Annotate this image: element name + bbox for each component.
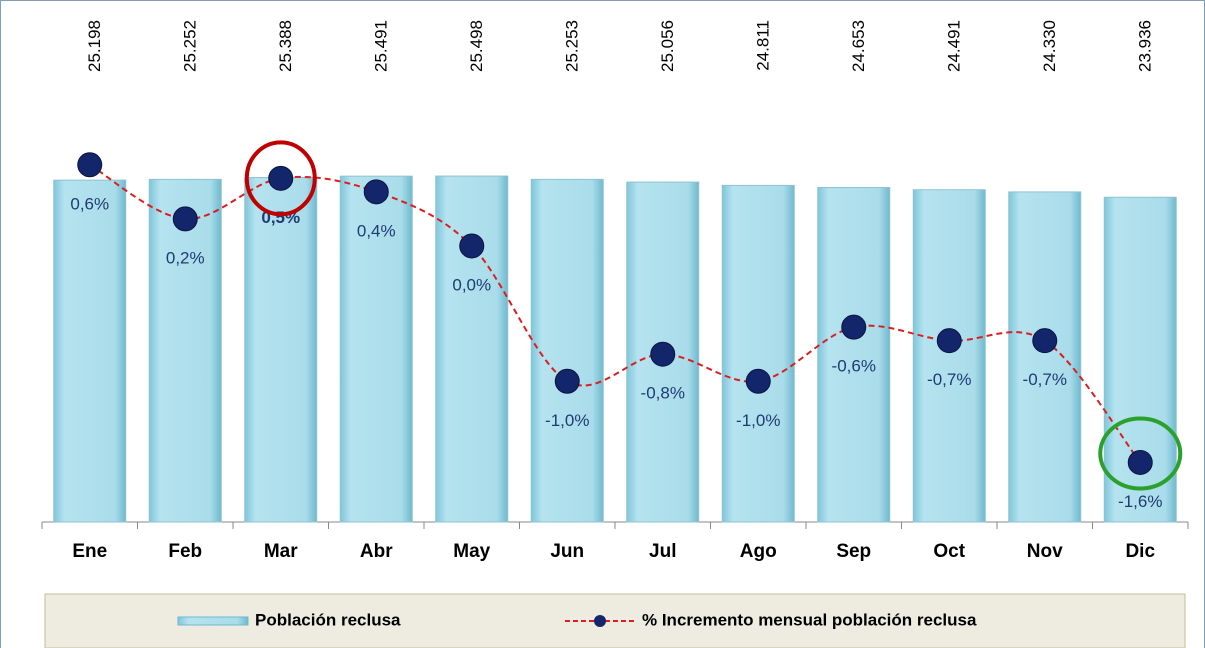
bar xyxy=(244,177,318,523)
bar-value-label: 24.330 xyxy=(1040,20,1059,72)
bar-value-label: 25.498 xyxy=(467,20,486,72)
line-marker xyxy=(459,233,485,259)
legend-label: Población reclusa xyxy=(255,610,401,629)
x-tick-label: Ago xyxy=(740,541,777,562)
bar-value-label: 25.491 xyxy=(372,20,391,72)
line-marker xyxy=(363,179,389,205)
x-tick-label: Dic xyxy=(1125,541,1155,562)
x-tick-label: Jun xyxy=(550,541,584,562)
x-tick-label: Sep xyxy=(836,541,871,562)
legend-marker xyxy=(594,615,606,627)
bar xyxy=(721,184,795,523)
line-marker xyxy=(1127,449,1153,475)
legend-label: % Incremento mensual población reclusa xyxy=(642,610,977,629)
bar-value-label: 24.491 xyxy=(945,20,964,72)
line-marker xyxy=(268,165,294,191)
bar-value-label: 25.252 xyxy=(181,20,200,72)
bar-value-label: 24.653 xyxy=(849,20,868,72)
x-tick-label: Ene xyxy=(72,541,107,562)
line-marker xyxy=(172,206,198,232)
line-value-label: -1,0% xyxy=(736,411,780,430)
bar-value-label: 23.936 xyxy=(1136,20,1155,72)
legend-swatch xyxy=(177,616,249,626)
line-value-label: 0,4% xyxy=(357,221,396,240)
line-value-label: -0,7% xyxy=(927,370,971,389)
bar-value-label: 25.056 xyxy=(658,20,677,72)
bar xyxy=(435,175,509,523)
line-marker xyxy=(1032,328,1058,354)
line-value-label: -0,7% xyxy=(1023,370,1067,389)
highlight-ring xyxy=(1098,416,1183,491)
line-marker xyxy=(745,368,771,394)
x-tick-label: Nov xyxy=(1027,541,1063,562)
bar xyxy=(1008,191,1082,523)
line-value-label: 0,0% xyxy=(452,275,491,294)
bar-value-label: 25.388 xyxy=(276,20,295,72)
line-marker xyxy=(936,328,962,354)
line-marker xyxy=(554,368,580,394)
line-marker xyxy=(841,314,867,340)
line-value-label: -1,6% xyxy=(1118,492,1162,511)
bar xyxy=(339,175,413,523)
x-tick-label: Feb xyxy=(168,541,202,562)
bar-value-label: 24.811 xyxy=(754,20,773,71)
line-value-label: -0,8% xyxy=(641,384,685,403)
x-tick-label: Mar xyxy=(264,541,298,562)
line-value-label: -1,0% xyxy=(545,411,589,430)
bar xyxy=(912,189,986,523)
highlight-ring xyxy=(244,140,317,217)
bar xyxy=(148,178,222,523)
line-value-label: 0,6% xyxy=(70,194,109,213)
x-tick-label: Jul xyxy=(649,541,676,562)
bar-value-label: 25.198 xyxy=(85,20,104,72)
bar xyxy=(817,187,891,523)
x-tick-label: May xyxy=(453,541,490,562)
line-marker xyxy=(77,152,103,178)
x-tick-label: Abr xyxy=(360,541,393,562)
line-value-label: 0,2% xyxy=(166,248,205,267)
line-value-label: -0,6% xyxy=(832,357,876,376)
bar xyxy=(53,179,127,523)
line-marker xyxy=(650,341,676,367)
bar-value-label: 25.253 xyxy=(563,20,582,72)
x-tick-label: Oct xyxy=(933,541,965,562)
bar xyxy=(530,178,604,523)
